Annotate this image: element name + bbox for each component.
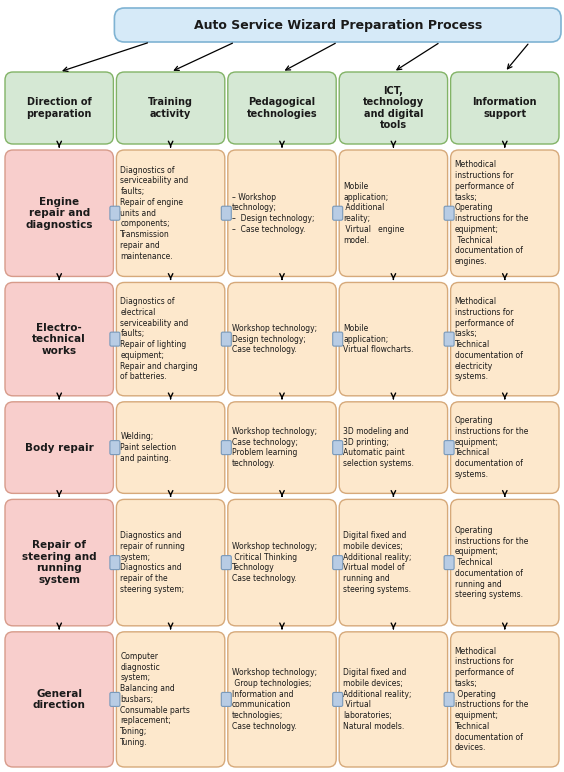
FancyBboxPatch shape xyxy=(333,332,343,346)
Text: Diagnostics and
repair of running
system;
Diagnostics and
repair of the
steering: Diagnostics and repair of running system… xyxy=(120,531,186,594)
FancyBboxPatch shape xyxy=(114,8,561,42)
FancyBboxPatch shape xyxy=(333,556,343,570)
FancyBboxPatch shape xyxy=(444,692,454,706)
Text: General
direction: General direction xyxy=(33,689,86,710)
FancyBboxPatch shape xyxy=(339,283,448,396)
FancyBboxPatch shape xyxy=(116,283,225,396)
Text: Mobile
application;
 Additional
reality;
 Virtual   engine
model.: Mobile application; Additional reality; … xyxy=(343,182,404,245)
FancyBboxPatch shape xyxy=(451,72,559,144)
FancyBboxPatch shape xyxy=(339,401,448,493)
Text: Diagnostics of
serviceability and
faults;
Repair of engine
units and
components;: Diagnostics of serviceability and faults… xyxy=(120,166,188,261)
FancyBboxPatch shape xyxy=(339,499,448,626)
FancyBboxPatch shape xyxy=(5,631,113,767)
FancyBboxPatch shape xyxy=(110,692,120,706)
FancyBboxPatch shape xyxy=(451,401,559,493)
FancyBboxPatch shape xyxy=(451,631,559,767)
Text: Workshop technology;
 Group technologies;
Information and
communication
technolo: Workshop technology; Group technologies;… xyxy=(232,668,317,731)
FancyBboxPatch shape xyxy=(110,441,120,455)
FancyBboxPatch shape xyxy=(116,631,225,767)
FancyBboxPatch shape xyxy=(116,499,225,626)
FancyBboxPatch shape xyxy=(444,441,454,455)
Text: Pedagogical
technologies: Pedagogical technologies xyxy=(246,97,318,119)
Text: Methodical
instructions for
performance of
tasks;
Operating
instructions for the: Methodical instructions for performance … xyxy=(455,161,528,266)
FancyBboxPatch shape xyxy=(339,150,448,276)
FancyBboxPatch shape xyxy=(110,332,120,346)
FancyBboxPatch shape xyxy=(339,631,448,767)
FancyBboxPatch shape xyxy=(451,499,559,626)
Text: Computer
diagnostic
system;
Balancing and
busbars;
Consumable parts
replacement;: Computer diagnostic system; Balancing an… xyxy=(120,652,190,747)
Text: Engine
repair and
diagnostics: Engine repair and diagnostics xyxy=(25,197,93,230)
FancyBboxPatch shape xyxy=(228,72,336,144)
Text: 3D modeling and
3D printing;
Automatic paint
selection systems.: 3D modeling and 3D printing; Automatic p… xyxy=(343,427,414,469)
Text: Auto Service Wizard Preparation Process: Auto Service Wizard Preparation Process xyxy=(193,19,482,32)
Text: Direction of
preparation: Direction of preparation xyxy=(27,97,92,119)
FancyBboxPatch shape xyxy=(110,556,120,570)
Text: Methodical
instructions for
performance of
tasks;
Technical
documentation of
ele: Methodical instructions for performance … xyxy=(455,297,522,381)
Text: Digital fixed and
mobile devices;
Additional reality;
 Virtual
laboratories;
Nat: Digital fixed and mobile devices; Additi… xyxy=(343,668,412,731)
Text: Mobile
application;
Virtual flowcharts.: Mobile application; Virtual flowcharts. xyxy=(343,324,413,354)
Text: ICT,
technology
and digital
tools: ICT, technology and digital tools xyxy=(363,86,424,130)
FancyBboxPatch shape xyxy=(228,631,336,767)
Text: Digital fixed and
mobile devices;
Additional reality;
Virtual model of
running a: Digital fixed and mobile devices; Additi… xyxy=(343,531,412,594)
FancyBboxPatch shape xyxy=(221,692,231,706)
FancyBboxPatch shape xyxy=(228,401,336,493)
Text: Workshop technology;
Case technology;
Problem learning
technology.: Workshop technology; Case technology; Pr… xyxy=(232,427,317,469)
FancyBboxPatch shape xyxy=(339,72,448,144)
FancyBboxPatch shape xyxy=(333,441,343,455)
FancyBboxPatch shape xyxy=(116,150,225,276)
FancyBboxPatch shape xyxy=(221,332,231,346)
Text: Operating
instructions for the
equipment;
Technical
documentation of
systems.: Operating instructions for the equipment… xyxy=(455,416,528,479)
Text: Repair of
steering and
running
system: Repair of steering and running system xyxy=(22,540,96,585)
FancyBboxPatch shape xyxy=(5,150,113,276)
FancyBboxPatch shape xyxy=(333,206,343,220)
FancyBboxPatch shape xyxy=(5,283,113,396)
Text: Workshop technology;
Design technology;
Case technology.: Workshop technology; Design technology; … xyxy=(232,324,317,354)
FancyBboxPatch shape xyxy=(221,441,231,455)
FancyBboxPatch shape xyxy=(444,332,454,346)
FancyBboxPatch shape xyxy=(110,206,120,220)
Text: Diagnostics of
electrical
serviceability and
faults;
Repair of lighting
equipmen: Diagnostics of electrical serviceability… xyxy=(120,297,198,381)
Text: Operating
instructions for the
equipment;
 Technical
documentation of
running an: Operating instructions for the equipment… xyxy=(455,526,528,599)
FancyBboxPatch shape xyxy=(5,499,113,626)
FancyBboxPatch shape xyxy=(228,283,336,396)
FancyBboxPatch shape xyxy=(5,72,113,144)
Text: Body repair: Body repair xyxy=(25,442,94,452)
FancyBboxPatch shape xyxy=(444,556,454,570)
Text: Training
activity: Training activity xyxy=(148,97,193,119)
FancyBboxPatch shape xyxy=(116,401,225,493)
FancyBboxPatch shape xyxy=(451,150,559,276)
FancyBboxPatch shape xyxy=(228,150,336,276)
Text: – Workshop
technology;
–  Design technology;
–  Case technology.: – Workshop technology; – Design technolo… xyxy=(232,192,314,234)
FancyBboxPatch shape xyxy=(451,283,559,396)
FancyBboxPatch shape xyxy=(116,72,225,144)
Text: Welding;
Paint selection
and painting.: Welding; Paint selection and painting. xyxy=(120,432,177,463)
FancyBboxPatch shape xyxy=(333,692,343,706)
Text: Information
support: Information support xyxy=(473,97,537,119)
FancyBboxPatch shape xyxy=(221,556,231,570)
Text: Methodical
instructions for
performance of
tasks;
 Operating
instructions for th: Methodical instructions for performance … xyxy=(455,646,528,752)
FancyBboxPatch shape xyxy=(444,206,454,220)
FancyBboxPatch shape xyxy=(5,401,113,493)
Text: Electro-
technical
works: Electro- technical works xyxy=(32,323,86,356)
FancyBboxPatch shape xyxy=(221,206,231,220)
Text: Workshop technology;
 Critical Thinking
Technology
Case technology.: Workshop technology; Critical Thinking T… xyxy=(232,542,317,583)
FancyBboxPatch shape xyxy=(228,499,336,626)
